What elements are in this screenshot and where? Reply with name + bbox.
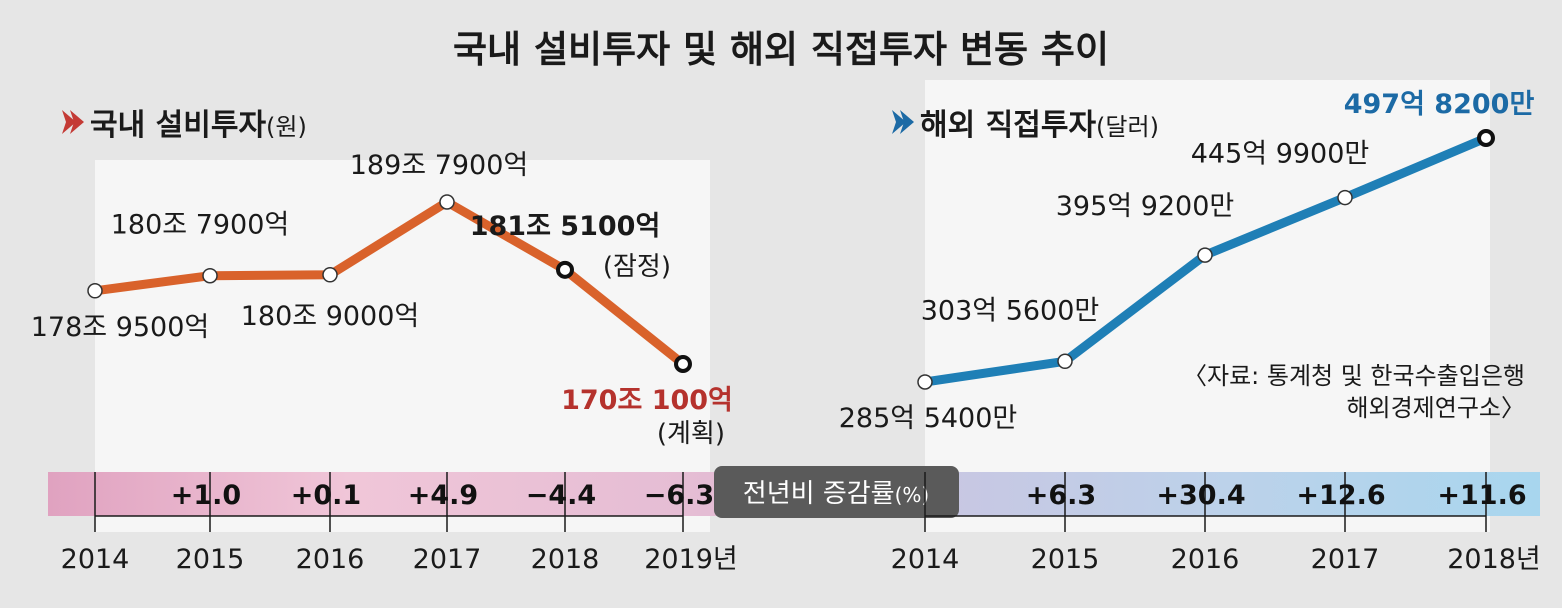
domestic-value-label-2: 180조 9000억 (241, 301, 420, 332)
overseas-point-4 (1477, 129, 1495, 147)
domestic-note-5: (계획) (657, 419, 725, 449)
right-chart-title: 해외 직접투자 (920, 108, 1096, 143)
domestic-value-label-1: 180조 7900억 (111, 210, 290, 241)
growth-badge-box (714, 466, 959, 518)
left-heading-arrow-icon (62, 110, 76, 134)
overseas-category-4: 2018년 (1447, 544, 1541, 575)
growth-badge-label: 전년비 증감률 (743, 479, 895, 509)
right-heading: 해외 직접투자(달러) (892, 108, 1159, 143)
overseas-point-3 (1337, 189, 1353, 206)
domestic-category-1: 2015 (176, 544, 245, 575)
overseas-growth-3: +12.6 (1296, 480, 1385, 511)
right-heading-text: 해외 직접투자(달러) (920, 108, 1159, 143)
domestic-growth-2: +0.1 (291, 480, 361, 511)
domestic-value-label-5: 170조 100억 (561, 385, 733, 416)
chart-title: 국내 설비투자 및 해외 직접투자 변동 추이 (453, 28, 1109, 71)
left-heading-arrow-icon-2 (70, 110, 84, 134)
growth-badge-text: 전년비 증감률(%) (743, 479, 929, 509)
domestic-category-5: 2019년 (644, 544, 738, 575)
left-heading: 국내 설비투자(원) (62, 108, 307, 143)
overseas-point-2 (1197, 247, 1213, 263)
overseas-point-1 (1057, 353, 1073, 370)
right-plot-panel (925, 80, 1490, 532)
domestic-series-line (90, 197, 688, 369)
domestic-point-4 (556, 260, 574, 279)
right-growth-band (925, 472, 1540, 516)
overseas-category-0: 2014 (891, 544, 960, 575)
domestic-category-0: 2014 (61, 544, 130, 575)
overseas-value-label-4: 497억 8200만 (1344, 89, 1535, 120)
domestic-category-3: 2017 (413, 544, 482, 575)
overseas-value-label-2: 395억 9200만 (1056, 191, 1235, 222)
overseas-category-3: 2017 (1311, 544, 1380, 575)
domestic-growth-5: −6.3 (644, 480, 714, 511)
domestic-category-2: 2016 (296, 544, 365, 575)
overseas-point-0 (917, 374, 933, 390)
right-heading-arrow-icon-2 (900, 110, 914, 134)
left-chart-title: 국내 설비투자 (90, 108, 266, 143)
domestic-value-label-4: 181조 5100억 (470, 211, 661, 242)
overseas-growth-4: +11.6 (1437, 480, 1526, 511)
overseas-category-1: 2015 (1031, 544, 1100, 575)
left-plot-panel (95, 160, 710, 532)
right-heading-arrow-icon (892, 110, 906, 134)
left-chart-unit: (원) (266, 113, 307, 141)
source-line-1: 〈자료: 통계청 및 한국수출입은행 (1183, 362, 1525, 390)
left-growth-band (48, 472, 718, 516)
domestic-point-0 (87, 283, 103, 299)
right-chart-unit: (달러) (1096, 113, 1159, 141)
source-line-2: 해외경제연구소〉 (1346, 394, 1525, 422)
overseas-value-label-0: 285억 5400만 (839, 403, 1018, 434)
domestic-point-5 (674, 355, 692, 373)
growth-badge: 전년비 증감률(%) (714, 466, 959, 518)
left-heading-text: 국내 설비투자(원) (90, 108, 307, 143)
domestic-growth-1: +1.0 (171, 480, 241, 511)
domestic-value-label-3: 189조 7900억 (350, 150, 529, 181)
domestic-point-3 (439, 194, 455, 210)
overseas-category-2: 2016 (1171, 544, 1240, 575)
domestic-point-2 (322, 267, 338, 283)
domestic-point-1 (202, 267, 218, 284)
domestic-note-4: (잠정) (603, 252, 671, 282)
growth-badge-unit: (%) (895, 483, 930, 507)
domestic-growth-3: +4.9 (408, 480, 478, 511)
domestic-value-label-0: 178조 9500억 (31, 312, 210, 343)
domestic-category-4: 2018 (531, 544, 600, 575)
overseas-value-label-1: 303억 5600만 (921, 295, 1100, 326)
overseas-growth-1: +6.3 (1026, 480, 1096, 511)
overseas-growth-2: +30.4 (1156, 480, 1245, 511)
overseas-value-label-3: 445억 9900만 (1191, 139, 1370, 170)
domestic-growth-4: −4.4 (526, 480, 596, 511)
